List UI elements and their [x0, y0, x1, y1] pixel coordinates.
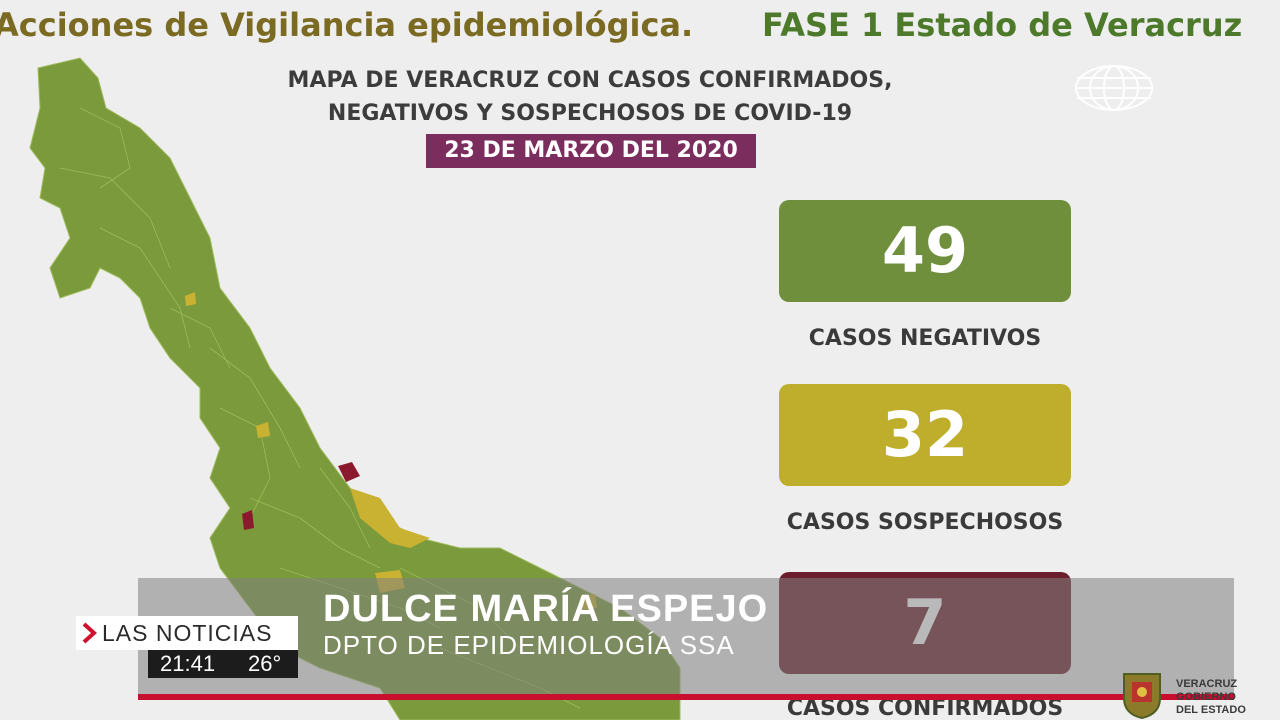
map-region-suspect [185, 292, 196, 306]
map-heading: MAPA DE VERACRUZ CON CASOS CONFIRMADOS, … [230, 64, 950, 130]
map-region-suspect [256, 422, 270, 438]
speaker-name: DULCE MARÍA ESPEJO [323, 588, 769, 630]
government-label: VERACRUZ GOBIERNO DEL ESTADO [1176, 678, 1276, 717]
show-tag: LAS NOTICIAS [76, 616, 298, 650]
coat-of-arms-icon [1123, 673, 1161, 720]
chevron-right-icon [76, 616, 102, 650]
map-region-suspect [350, 488, 430, 548]
suspect-cases-label: CASOS SOSPECHOSOS [786, 510, 1064, 535]
government-line2: GOBIERNO [1176, 691, 1236, 703]
map-region-confirmed [242, 510, 254, 530]
negative-cases-value: 49 [881, 214, 969, 287]
map-heading-line2: NEGATIVOS Y SOSPECHOSOS DE COVID-19 [327, 101, 853, 126]
clock-bar: 21:41 26° [148, 650, 298, 678]
map-heading-line1: MAPA DE VERACRUZ CON CASOS CONFIRMADOS, [287, 68, 893, 93]
slide-title-left: Acciones de Vigilancia epidemiológica. [0, 6, 694, 44]
temperature: 26° [248, 651, 282, 676]
show-name: LAS NOTICIAS [102, 619, 273, 646]
televisa-icon [1075, 65, 1153, 111]
clock-time: 21:41 [160, 651, 216, 676]
map-region-confirmed [338, 462, 360, 482]
confirmed-cases-label: CASOS CONFIRMADOS [786, 696, 1064, 720]
slide-title-right: FASE 1 Estado de Veracruz [762, 6, 1243, 44]
suspect-cases-box: 32 [779, 384, 1071, 486]
suspect-cases-value: 32 [881, 398, 969, 471]
government-line3: DEL ESTADO [1176, 704, 1246, 716]
lower-third [138, 578, 1234, 694]
government-line1: VERACRUZ [1176, 678, 1238, 690]
date-badge: 23 DE MARZO DEL 2020 [426, 134, 756, 168]
slide-title: Acciones de Vigilancia epidemiológica. F… [0, 6, 1280, 50]
speaker-role: DPTO DE EPIDEMIOLOGÍA SSA [323, 630, 735, 660]
negative-cases-label: CASOS NEGATIVOS [808, 326, 1042, 351]
negative-cases-box: 49 [779, 200, 1071, 302]
lower-third-accent [138, 694, 1234, 700]
